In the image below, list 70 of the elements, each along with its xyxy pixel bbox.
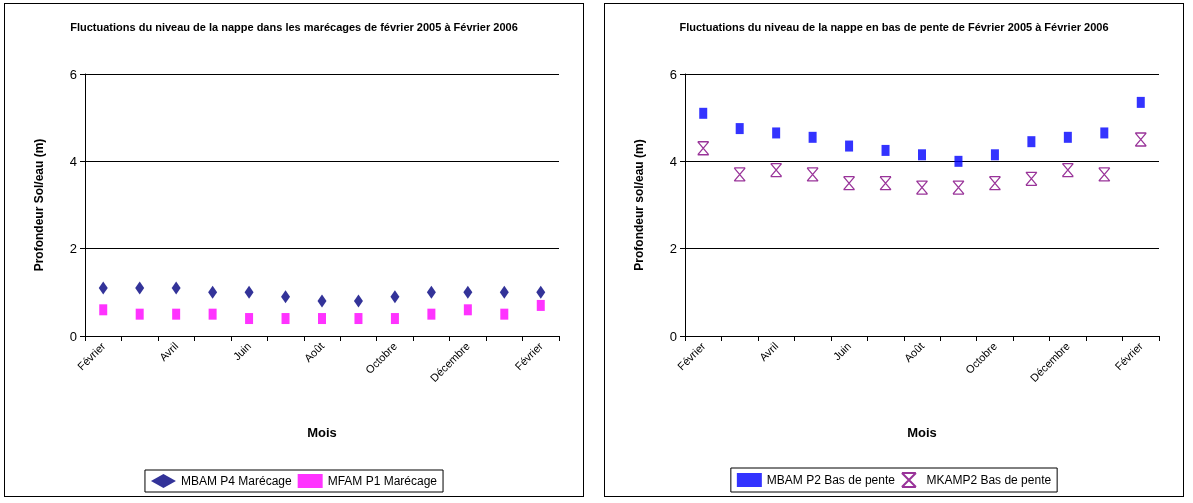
legend-label: MBAM P2 Bas de pente	[766, 473, 896, 487]
point	[390, 290, 400, 304]
point	[317, 294, 327, 308]
point	[808, 131, 817, 143]
chart-title: Fluctuations du niveau de la nappe en bas de pente de Février 2005 à Février 2006	[679, 20, 1109, 33]
point	[426, 285, 436, 299]
point	[463, 285, 473, 299]
point	[1027, 136, 1036, 148]
point	[244, 285, 254, 299]
point	[1136, 96, 1145, 108]
point	[463, 304, 472, 316]
point	[806, 167, 819, 182]
point	[427, 308, 436, 320]
point	[536, 285, 546, 299]
point	[1100, 127, 1109, 139]
point	[952, 180, 965, 195]
y-tick-label: 0	[69, 328, 77, 344]
point	[172, 308, 181, 320]
point	[699, 107, 708, 119]
point	[500, 308, 509, 320]
point	[735, 123, 744, 135]
point	[988, 176, 1002, 191]
point	[1061, 162, 1074, 178]
point	[1025, 171, 1038, 186]
point	[915, 180, 929, 195]
legend-label: MKAMP2 Bas de pente	[926, 473, 1052, 487]
point	[171, 281, 181, 295]
point	[245, 313, 254, 325]
y-tick-label: 2	[669, 241, 677, 257]
point	[499, 285, 509, 299]
point	[697, 141, 710, 156]
y-tick-label: 4	[669, 153, 677, 169]
legend-label: MFAM P1 Marécage	[327, 474, 438, 488]
point	[845, 140, 854, 152]
y-tick-label: 4	[69, 153, 77, 169]
point	[208, 308, 217, 320]
point	[1134, 132, 1147, 147]
x-tick-label: Juin	[830, 339, 854, 363]
chart-title: Fluctuations du niveau de la nappe dans les marécages de février 2005 à Février 2006	[70, 20, 518, 33]
x-axis-title: Mois	[307, 425, 337, 440]
point	[281, 313, 290, 325]
point	[842, 176, 856, 191]
y-tick-label: 2	[69, 241, 77, 257]
x-tick-label: Juin	[230, 339, 254, 363]
point	[135, 281, 145, 295]
point	[733, 167, 746, 182]
y-tick-label: 6	[69, 66, 77, 82]
y-tick-label: 6	[669, 66, 677, 82]
point	[1063, 131, 1072, 143]
point	[879, 176, 892, 191]
point	[954, 155, 963, 167]
point	[135, 308, 144, 320]
x-axis-title: Mois	[907, 425, 937, 440]
point	[354, 313, 363, 325]
point	[390, 313, 399, 325]
y-tick-label: 0	[669, 328, 677, 344]
y-axis-title: Profondeur Sol/eau (m)	[32, 138, 46, 272]
point	[881, 144, 890, 156]
point	[990, 149, 999, 161]
point	[281, 290, 291, 304]
point	[1098, 167, 1111, 182]
point	[536, 299, 545, 311]
legend-label: MBAM P4 Marécage	[180, 474, 292, 488]
point	[99, 304, 108, 316]
point	[208, 285, 218, 299]
point	[98, 281, 108, 295]
point	[770, 162, 783, 178]
point	[353, 294, 363, 308]
y-axis-title: Profondeur sol/eau (m)	[632, 139, 646, 271]
point	[772, 127, 781, 139]
